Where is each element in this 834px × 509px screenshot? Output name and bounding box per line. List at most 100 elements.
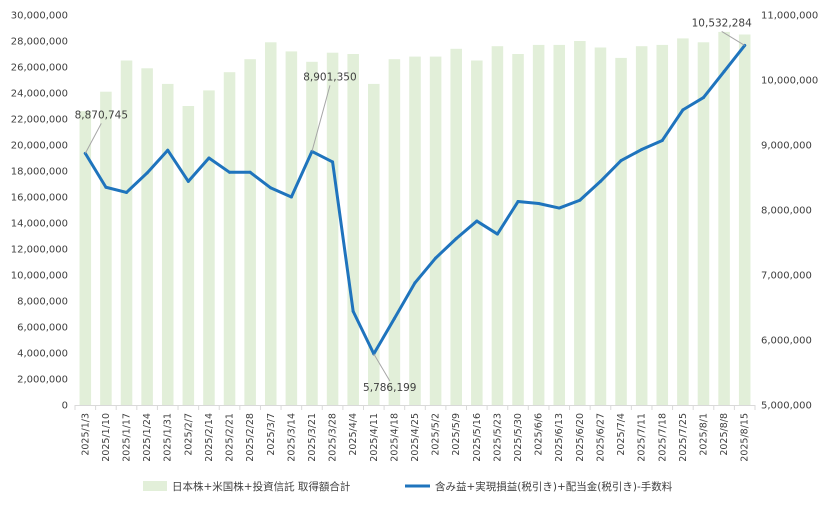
line-point	[166, 148, 170, 152]
legend-swatch-bar	[143, 481, 167, 491]
x-axis-tick-label: 2025/1/24	[142, 413, 153, 462]
x-axis-tick-label: 2025/3/14	[286, 413, 297, 462]
bar	[635, 46, 648, 405]
left-axis-tick-label: 12,000,000	[11, 245, 68, 256]
line-point	[598, 179, 602, 183]
data-label: 8,901,350	[303, 71, 356, 83]
x-axis-tick-label: 2025/5/16	[472, 413, 483, 462]
right-axis-tick-label: 11,000,000	[761, 11, 818, 22]
x-axis-tick-label: 2025/4/18	[389, 413, 400, 462]
x-axis-tick-label: 2025/7/25	[678, 413, 689, 462]
bar	[244, 59, 256, 405]
data-label: 8,870,745	[75, 109, 128, 121]
line-point	[537, 202, 541, 205]
line-point	[207, 156, 211, 160]
x-axis-tick-label: 2025/3/21	[307, 413, 318, 462]
right-axis-tick-label: 10,000,000	[761, 76, 818, 87]
bar	[79, 111, 92, 405]
x-axis-tick-label: 2025/5/23	[492, 413, 503, 462]
x-axis-tick-label: 2025/4/4	[348, 413, 359, 456]
line-point	[475, 219, 479, 223]
left-axis-tick-label: 28,000,000	[11, 37, 68, 48]
bar	[223, 72, 236, 405]
line-point	[454, 237, 458, 241]
left-axis-tick-label: 0	[62, 401, 68, 412]
line-point	[269, 186, 273, 190]
line-point	[413, 281, 417, 285]
bar	[656, 44, 669, 406]
line-point	[681, 108, 685, 112]
x-axis-tick-label: 2025/1/31	[163, 413, 174, 462]
line-point	[578, 198, 582, 202]
x-axis-tick-label: 2025/7/18	[657, 413, 668, 462]
data-label: 5,786,199	[363, 382, 416, 394]
bar	[182, 106, 195, 405]
bar	[697, 42, 710, 406]
line-point	[434, 256, 438, 260]
line-point	[248, 170, 252, 174]
annotation-leader	[373, 353, 391, 382]
x-axis-tick-label: 2025/6/13	[554, 413, 565, 462]
line-point	[640, 148, 644, 152]
line-point	[104, 185, 108, 189]
right-axis-tick-label: 5,000,000	[761, 401, 812, 412]
bar	[491, 46, 504, 405]
x-axis-tick-label: 2025/2/28	[245, 413, 256, 462]
right-axis-tick-label: 6,000,000	[761, 336, 812, 347]
left-axis-tick-label: 24,000,000	[11, 89, 68, 100]
line-point	[516, 200, 520, 204]
bar	[326, 52, 339, 405]
bar	[409, 56, 421, 405]
bar	[553, 44, 566, 406]
legend-label: 含み益+実現損益(税引き)+配当金(税引き)-手数料	[435, 480, 673, 493]
line-point	[495, 232, 499, 236]
line-point	[392, 317, 396, 321]
bar	[285, 51, 298, 406]
left-axis-tick-label: 6,000,000	[17, 323, 68, 334]
bar	[120, 60, 133, 405]
x-axis-tick-label: 2025/6/6	[534, 413, 545, 456]
annotation-leader	[84, 123, 102, 154]
line-point	[228, 170, 232, 174]
left-axis-tick-label: 20,000,000	[11, 141, 68, 152]
left-axis-tick-label: 4,000,000	[17, 349, 68, 360]
x-axis-tick-label: 2025/1/17	[122, 413, 133, 462]
x-axis-tick-label: 2025/8/1	[698, 413, 709, 456]
x-axis-tick-label: 2025/8/15	[740, 413, 751, 462]
line-point	[722, 70, 726, 74]
left-axis-tick-label: 26,000,000	[11, 63, 68, 74]
left-axis-tick-label: 2,000,000	[17, 375, 68, 386]
line-point	[186, 179, 190, 183]
bar	[574, 41, 586, 405]
line-point	[619, 159, 623, 163]
line-point	[125, 190, 129, 194]
left-axis-tick-label: 22,000,000	[11, 115, 68, 126]
x-axis-tick-label: 2025/7/4	[616, 413, 627, 456]
line-point	[660, 138, 664, 142]
legend-label: 日本株+米国株+投資信託 取得額合計	[172, 480, 351, 493]
x-axis-tick-label: 2025/4/11	[369, 413, 380, 462]
x-axis-tick-label: 2025/3/28	[328, 413, 339, 462]
line-point	[289, 195, 293, 199]
x-axis-tick-label: 2025/2/21	[225, 413, 236, 462]
x-axis-tick-label: 2025/8/8	[719, 413, 730, 456]
bar	[738, 34, 751, 405]
bar	[203, 90, 215, 406]
x-axis-tick-label: 2025/2/14	[204, 413, 215, 462]
left-axis-tick-label: 10,000,000	[11, 271, 68, 282]
x-axis-tick-label: 2025/7/11	[637, 413, 648, 462]
bar	[264, 42, 277, 406]
x-axis-tick-label: 2025/5/2	[431, 413, 442, 456]
left-axis-tick-label: 8,000,000	[17, 297, 68, 308]
annotation-leader	[311, 85, 331, 152]
bar	[532, 44, 545, 406]
line-point	[351, 309, 355, 313]
bar	[388, 59, 401, 405]
x-axis-tick-label: 2025/2/7	[183, 413, 194, 456]
bar	[615, 57, 627, 406]
line-point	[331, 160, 335, 164]
left-axis-tick-label: 18,000,000	[11, 167, 68, 178]
bar	[677, 38, 689, 406]
